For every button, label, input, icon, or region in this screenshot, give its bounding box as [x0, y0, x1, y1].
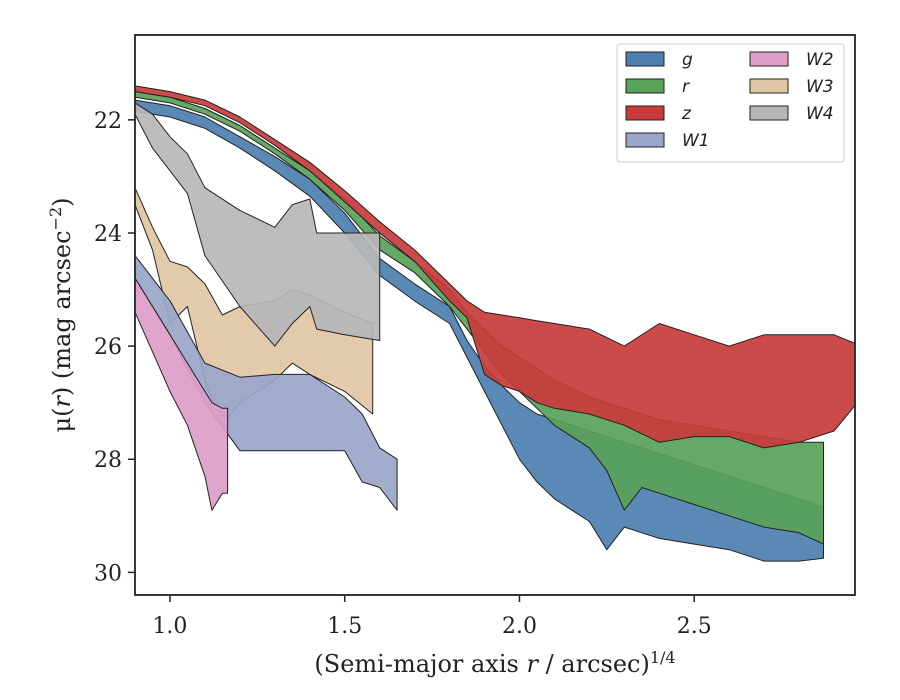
band-w2 — [135, 277, 229, 511]
legend: grz W1 W2 W3 W4 — [616, 43, 845, 163]
legend-label: W1 — [682, 131, 710, 151]
y-tick-label: 26 — [94, 335, 122, 360]
legend-swatch — [625, 105, 665, 121]
x-tick-label: 1.0 — [152, 614, 187, 639]
legend-swatch — [749, 78, 789, 94]
legend-item-z: z — [625, 104, 692, 124]
x-tick-label: 1.5 — [327, 614, 362, 639]
legend-item-w1: W1 — [625, 131, 710, 151]
legend-label: g — [682, 50, 693, 70]
x-axis-label: (Semi-major axis r / arcsec)1/4 — [314, 648, 675, 678]
y-tick-label: 28 — [94, 448, 122, 473]
legend-label: W4 — [806, 104, 834, 124]
legend-label: W3 — [806, 77, 834, 97]
band-w4 — [135, 102, 381, 347]
legend-swatch — [749, 105, 789, 121]
y-tick-label: 30 — [94, 561, 122, 586]
legend-item-r: r — [625, 77, 690, 97]
y-tick-label: 24 — [94, 222, 122, 247]
legend-item-g: g — [625, 50, 693, 70]
band-z — [135, 85, 855, 449]
legend-label: z — [681, 104, 692, 124]
legend-swatch — [625, 78, 665, 94]
legend-label: r — [682, 77, 690, 97]
legend-label: W2 — [806, 50, 834, 70]
series-layer — [135, 85, 855, 562]
legend-item-w4: W4 — [749, 104, 834, 124]
legend-item-w2: W2 — [749, 50, 834, 70]
x-tick-label: 2.5 — [677, 614, 712, 639]
y-tick-label: 22 — [94, 109, 122, 134]
legend-swatch — [625, 132, 665, 148]
legend-swatch — [749, 51, 789, 67]
plot-frame — [134, 34, 856, 596]
legend-frame — [616, 43, 845, 163]
axis-ticks: 1.0 1.5 2.0 2.5 22 24 26 28 30 — [94, 109, 712, 639]
x-tick-label: 2.0 — [502, 614, 537, 639]
legend-swatch — [625, 51, 665, 67]
y-axis-label: μ(r) (mag arcsec−2) — [46, 197, 76, 432]
legend-item-w3: W3 — [749, 77, 834, 97]
